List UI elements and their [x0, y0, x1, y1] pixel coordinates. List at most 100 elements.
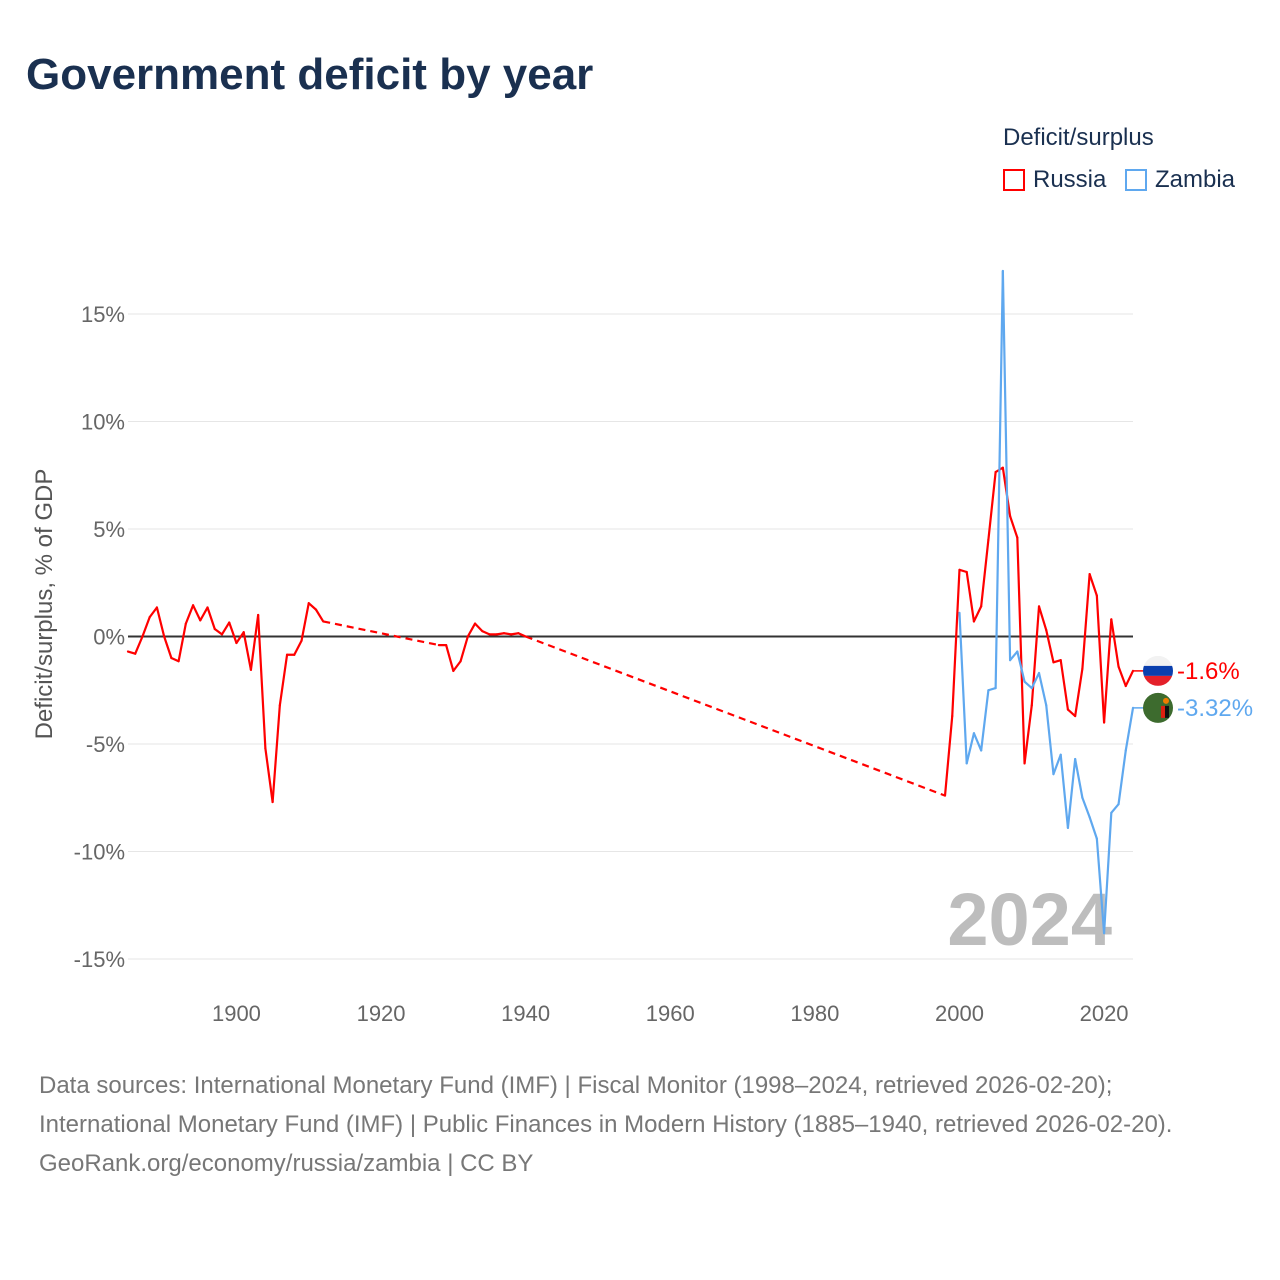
- series-segment-zambia: [1081, 796, 1091, 819]
- series-segment-zambia: [1016, 650, 1026, 683]
- series-segment-russia: [184, 604, 195, 625]
- series-segment-russia: [481, 630, 491, 636]
- series-segment-russia: [155, 606, 166, 638]
- legend-item-russia[interactable]: Russia: [1003, 166, 1106, 194]
- series-segment-zambia: [1074, 757, 1084, 799]
- y-tick-label: -5%: [86, 732, 125, 757]
- year-watermark: 2024: [947, 878, 1112, 961]
- series-segment-zambia: [1045, 704, 1055, 776]
- chart-title: Government deficit by year: [26, 50, 594, 99]
- series-segment-russia: [264, 747, 274, 804]
- series-segment-russia: [1081, 573, 1091, 670]
- series-segment-zambia: [1008, 650, 1019, 662]
- series-segment-russia: [307, 602, 318, 611]
- series-segment-russia: [293, 639, 303, 656]
- legend-title: Deficit/surplus: [1003, 124, 1154, 151]
- y-tick-label: -10%: [74, 840, 125, 865]
- series-segment-russia: [459, 635, 469, 663]
- series-segment-zambia: [994, 269, 1004, 690]
- series-segment-russia: [1037, 605, 1048, 632]
- series-segment-russia: [1110, 618, 1120, 668]
- zambia-flag-eagle: [1163, 697, 1169, 704]
- series-segment-russia: [300, 602, 310, 642]
- series-segment-russia: [1074, 667, 1084, 718]
- credit-link[interactable]: GeoRank.org/economy/russia/zambia | CC B…: [39, 1150, 534, 1177]
- chart-plot-area: 15% 10% 5% 0% -5% -10% -15% 1900 1920 1940 1960 198…: [74, 269, 1253, 1026]
- series-segment-zambia: [972, 732, 983, 752]
- series-segment-russia: [517, 632, 527, 638]
- series-segment-russia: [510, 632, 520, 636]
- series-segment-russia: [452, 660, 462, 673]
- series-segment-zambia: [987, 686, 997, 692]
- y-tick-label: 10%: [81, 410, 125, 435]
- series-segment-russia: [1045, 628, 1055, 664]
- series-segment-russia: [987, 470, 997, 541]
- series-segment-russia: [943, 714, 954, 797]
- series-segment-zambia: [1066, 757, 1077, 829]
- series-segment-zambia: [965, 732, 976, 765]
- legend-swatch-zambia: [1125, 169, 1147, 191]
- series-segment-zambia: [958, 611, 968, 765]
- y-tick-label: -15%: [74, 947, 125, 972]
- series-segment-russia: [958, 568, 968, 574]
- series-segment-russia: [972, 605, 983, 623]
- series-segment-russia: [257, 613, 267, 750]
- x-tick-label: 2020: [1080, 1001, 1129, 1026]
- series-segment-russia: [1124, 669, 1135, 688]
- series-segment-zambia: [1117, 749, 1127, 806]
- end-label-zambia: -3.32%: [1177, 695, 1253, 722]
- series-segment-zambia: [1030, 671, 1041, 690]
- series-segment-russia: [1059, 659, 1070, 711]
- series-segment-russia: [502, 632, 513, 636]
- series-segment-russia: [965, 570, 976, 623]
- y-tick-label: 5%: [93, 517, 125, 542]
- legend-label-russia: Russia: [1033, 166, 1107, 193]
- series-segment-zambia: [1001, 269, 1012, 662]
- series-segment-zambia: [1088, 815, 1098, 840]
- series-segment-russia: [495, 632, 506, 636]
- series-segment-russia: [148, 606, 159, 619]
- series-segment-zambia: [980, 689, 990, 752]
- x-tick-label: 1920: [357, 1001, 406, 1026]
- end-label-russia: -1.6%: [1177, 658, 1240, 685]
- series-segment-russia: [466, 622, 477, 638]
- y-tick-label: 0%: [93, 625, 125, 650]
- series-segment-zambia: [1023, 680, 1033, 690]
- footer: Data sources: International Monetary Fun…: [39, 1066, 1239, 1183]
- series-segment-russia: [249, 613, 260, 671]
- series-segment-russia: [141, 616, 151, 638]
- series-segment-russia: [242, 631, 253, 671]
- x-tick-label: 2000: [935, 1001, 984, 1026]
- russia-flag-icon: [1143, 655, 1173, 686]
- series-segment-zambia: [1102, 811, 1113, 935]
- series-segment-russia: [1117, 665, 1127, 688]
- series-segment-russia: [1066, 708, 1077, 718]
- series-segment-russia: [126, 650, 137, 655]
- series-segment-zambia: [1052, 753, 1062, 776]
- series-segment-russia: [1088, 573, 1098, 597]
- y-tick-label: 15%: [81, 302, 125, 327]
- legend-item-zambia[interactable]: Zambia: [1125, 166, 1235, 194]
- series-segment-russia: [199, 606, 209, 622]
- x-tick-label: 1960: [646, 1001, 695, 1026]
- legend-label-zambia: Zambia: [1155, 166, 1236, 193]
- series-segment-russia: [525, 635, 946, 797]
- series-segment-russia: [1030, 605, 1041, 707]
- x-tick-label: 1940: [501, 1001, 550, 1026]
- series-segment-russia: [980, 538, 990, 608]
- series-segment-russia: [213, 627, 224, 636]
- series-segment-russia: [134, 635, 144, 655]
- series-segment-russia: [163, 635, 173, 660]
- series-segment-zambia: [1110, 803, 1120, 814]
- series-segment-zambia: [1059, 753, 1070, 829]
- series-segment-russia: [1102, 618, 1113, 724]
- zambia-flag-stripe: [1161, 705, 1165, 718]
- series-segment-zambia: [1124, 706, 1135, 752]
- series-segment-russia: [191, 604, 202, 622]
- series-segment-russia: [1052, 659, 1062, 664]
- series-segment-russia: [1095, 594, 1106, 724]
- series-segment-russia: [951, 568, 961, 718]
- series-segment-russia: [278, 653, 289, 707]
- series-segment-russia: [445, 643, 455, 673]
- x-tick-label: 1900: [212, 1001, 261, 1026]
